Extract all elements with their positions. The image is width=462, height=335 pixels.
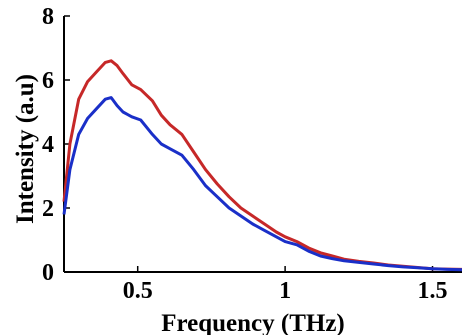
x-tick-label: 1 — [279, 278, 291, 304]
series-line-2 — [62, 96, 462, 272]
y-tick-label: 6 — [42, 68, 54, 94]
series-line-1 — [62, 59, 462, 271]
x-tick-label: 0.5 — [123, 278, 153, 304]
y-tick-label: 8 — [42, 4, 54, 30]
x-tick-label: 1.5 — [418, 278, 448, 304]
y-axis-ticks: 0 2 4 6 8 — [42, 4, 70, 286]
y-tick-label: 4 — [42, 132, 54, 158]
y-tick-label: 0 — [42, 260, 54, 286]
x-axis-label: Frequency (THz) — [161, 310, 345, 335]
plot-area: 0 2 4 6 8 0.5 1 1.5 — [42, 4, 462, 304]
y-tick-label: 2 — [42, 196, 54, 222]
x-axis-ticks: 0.5 1 1.5 — [123, 266, 448, 304]
y-axis-label: Intensity (a.u) — [12, 74, 39, 224]
series-lines — [62, 59, 462, 272]
